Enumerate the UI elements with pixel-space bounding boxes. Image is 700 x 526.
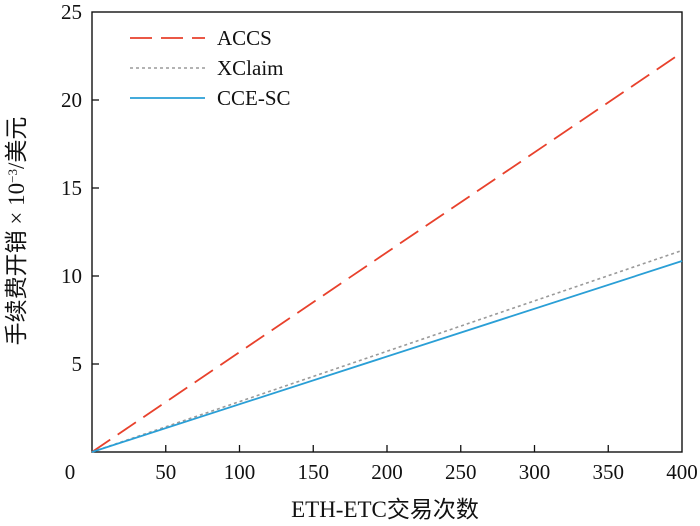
y-tick-label: 10 — [61, 264, 82, 288]
legend-label-xclaim: XClaim — [217, 56, 284, 80]
ticks-layer: 0 50 100 150 200 250 300 350 400 5 10 15 20 25 — [61, 0, 698, 484]
y-axis-title: 手续费开销 × 10−3/美元 — [4, 117, 29, 346]
y-tick-label: 15 — [61, 176, 82, 200]
y-tick-label: 20 — [61, 88, 82, 112]
x-tick-label: 200 — [371, 460, 403, 484]
x-tick-label: 50 — [155, 460, 176, 484]
x-tick-label: 400 — [666, 460, 698, 484]
y-axis-title-unit: /美元 — [4, 117, 29, 169]
legend: ACCS XClaim CCE-SC — [130, 26, 291, 110]
series-layer — [91, 51, 683, 453]
x-tick-label: 250 — [445, 460, 477, 484]
legend-label-accs: ACCS — [217, 26, 272, 50]
plot-area — [91, 11, 683, 453]
y-tick-label: 25 — [61, 0, 82, 24]
y-tick-label: 5 — [72, 352, 83, 376]
plot-frame — [91, 11, 683, 453]
x-tick-label: 350 — [593, 460, 625, 484]
y-axis-title-exponent: −3 — [5, 169, 20, 183]
x-tick-label: 300 — [519, 460, 551, 484]
series-line-cce-sc — [91, 260, 683, 453]
x-axis-title: ETH-ETC交易次数 — [291, 497, 479, 522]
x-tick-label: 100 — [224, 460, 256, 484]
x-tick-label: 150 — [298, 460, 330, 484]
x-tick-label: 0 — [65, 460, 76, 484]
legend-label-cce-sc: CCE-SC — [217, 86, 291, 110]
y-axis-title-main: 手续费开销 × 10 — [4, 183, 29, 345]
series-line-accs — [91, 51, 683, 453]
series-line-xclaim — [91, 249, 683, 453]
